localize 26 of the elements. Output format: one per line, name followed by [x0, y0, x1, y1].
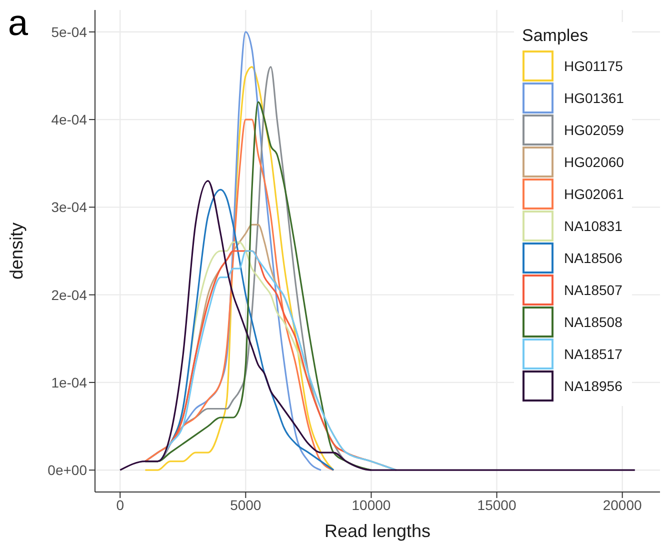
y-tick-label: 4e-04 [51, 112, 88, 128]
legend-label: HG01175 [564, 58, 623, 74]
legend-label: HG02059 [564, 122, 624, 138]
legend-label: NA10831 [564, 218, 622, 234]
x-tick-label: 10000 [352, 496, 391, 513]
legend-label: NA18517 [564, 346, 622, 362]
y-tick-label: 2e-04 [51, 286, 88, 303]
legend-label: NA18956 [564, 378, 622, 394]
legend-label: NA18508 [564, 314, 622, 330]
x-axis-title: Read lengths [324, 521, 431, 541]
legend-label: NA18507 [564, 282, 622, 298]
legend-label: HG02061 [564, 186, 624, 202]
y-tick-label: 0e+00 [48, 462, 88, 478]
x-tick-label: 20000 [602, 496, 642, 513]
x-tick-label: 5000 [230, 496, 262, 513]
legend-label: HG02060 [564, 154, 624, 170]
x-tick-label: 15000 [477, 496, 516, 513]
legend-title: Samples [522, 26, 590, 46]
text: a [8, 2, 28, 44]
y-tick-label: 3e-04 [51, 199, 88, 216]
y-tick-label: 5e-04 [51, 24, 88, 40]
y-axis-title: density [6, 222, 26, 280]
legend-label: NA18506 [564, 250, 622, 266]
x-tick-label: 0 [116, 496, 124, 513]
y-tick-label: 1e-04 [51, 374, 88, 390]
legend-label: HG01361 [564, 90, 624, 106]
